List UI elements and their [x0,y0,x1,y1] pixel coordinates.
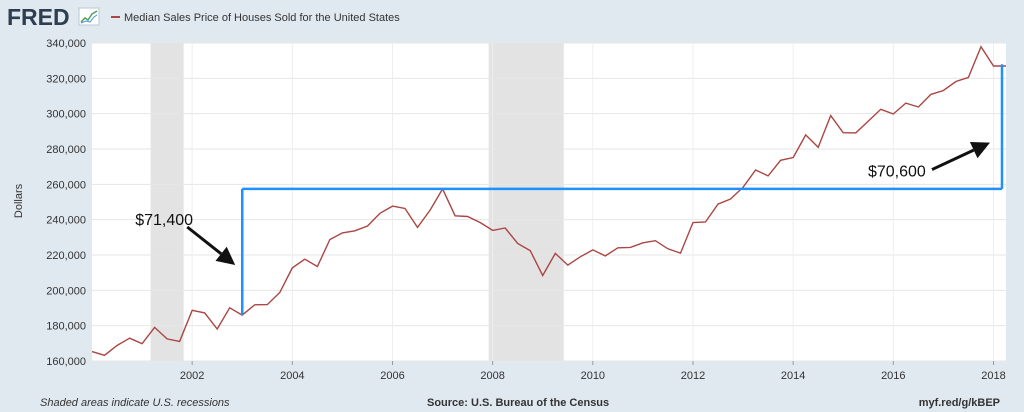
annotations: $71,400 $70,600 [135,142,990,265]
recession-bands [150,43,564,361]
annotation-arrow-2 [931,142,990,171]
legend-label: Median Sales Price of Houses Sold for th… [124,12,400,24]
y-tick-label: 160,000 [46,356,86,368]
chart-line-icon [78,7,100,26]
y-axis-title: Dollars [13,183,25,218]
source-note: Source: U.S. Bureau of the Census [427,397,609,409]
y-tick-label: 180,000 [46,321,86,333]
arrow-head [969,142,990,159]
x-tick-label: 2018 [981,370,1005,382]
x-axis-ticks: 2002 2004 2006 2008 2010 2012 2014 2016 2018 [180,361,1006,382]
y-tick-label: 340,000 [46,38,86,50]
recession-band-2 [488,43,564,361]
arrow-shaft [186,225,223,256]
x-tick-label: 2016 [881,370,905,382]
blue-overlay-lines [240,64,1004,316]
annotation-arrow-1 [186,225,236,265]
y-axis-ticks: 160,000 180,000 200,000 220,000 240,000 260,0… [46,38,86,368]
x-tick-label: 2006 [380,370,404,382]
x-tick-label: 2010 [581,370,605,382]
y-tick-label: 320,000 [46,73,86,85]
x-tick-label: 2008 [480,370,504,382]
series-line-median-price [91,45,1006,357]
annotation-label-2: $70,600 [868,164,926,181]
recession-note: Shaded areas indicate U.S. recessions [40,397,230,409]
x-tick-label: 2014 [781,370,805,382]
y-tick-label: 300,000 [46,109,86,121]
annotation-label-1: $71,400 [135,212,193,229]
gridlines [92,42,1006,362]
x-tick-label: 2004 [280,370,304,382]
x-tick-label: 2002 [180,370,204,382]
y-tick-label: 200,000 [46,285,86,297]
short-url[interactable]: myf.red/g/kBEP [919,397,1000,409]
y-tick-label: 240,000 [46,215,86,227]
arrow-head [215,246,236,265]
arrow-shaft [931,148,975,171]
logo-text: FRED [7,4,70,30]
recession-band-1 [150,43,184,361]
legend: Median Sales Price of Houses Sold for th… [111,12,400,24]
y-tick-label: 260,000 [46,179,86,191]
y-tick-label: 280,000 [46,144,86,156]
x-tick-label: 2012 [681,370,705,382]
fred-logo[interactable]: FRED [7,4,100,30]
y-tick-label: 220,000 [46,250,86,262]
footer: Shaded areas indicate U.S. recessions So… [40,397,1000,409]
